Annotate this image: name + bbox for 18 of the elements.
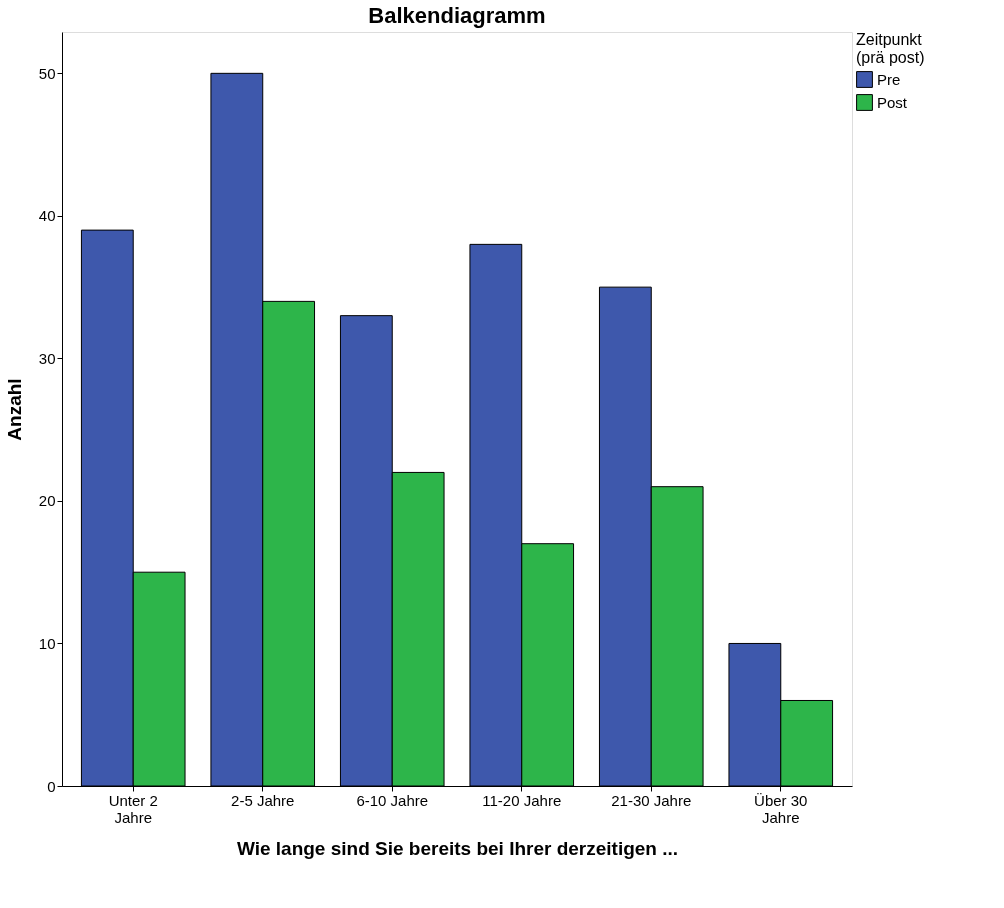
legend-label: Post bbox=[877, 93, 908, 111]
y-tick-label: 10 bbox=[38, 634, 56, 652]
y-tick-label: 30 bbox=[38, 349, 56, 367]
legend-title: Zeitpunkt (prä post) bbox=[856, 31, 925, 66]
y-axis-title: Anzahl bbox=[3, 378, 25, 441]
x-tick-label: Unter 2 Jahre bbox=[108, 791, 158, 826]
y-tick-label: 50 bbox=[38, 64, 56, 82]
y-tick-label: 20 bbox=[38, 492, 56, 510]
y-tick-label: 0 bbox=[47, 777, 56, 795]
y-tick-label: 40 bbox=[38, 207, 56, 225]
x-tick-label: 2-5 Jahre bbox=[231, 791, 295, 809]
x-tick-label: 21-30 Jahre bbox=[611, 791, 692, 809]
x-tick-label: 11-20 Jahre bbox=[482, 791, 562, 809]
x-tick-label: 6-10 Jahre bbox=[356, 791, 429, 809]
legend-label: Pre bbox=[877, 70, 901, 88]
x-axis-title: Wie lange sind Sie bereits bei Ihrer derzeitigen ... bbox=[236, 837, 679, 859]
chart-title: Balkendiagramm bbox=[368, 3, 546, 28]
x-tick-label: Über 30 Jahre bbox=[754, 791, 808, 826]
